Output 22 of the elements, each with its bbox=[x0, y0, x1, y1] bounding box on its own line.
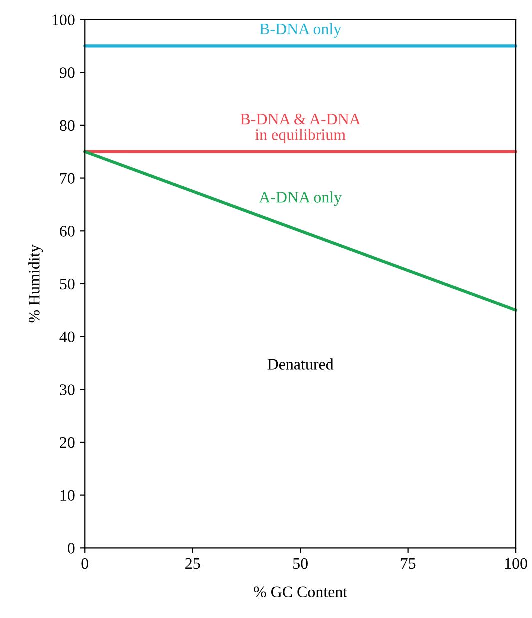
y-tick-label: 80 bbox=[60, 120, 75, 132]
x-tick-label: 50 bbox=[294, 558, 308, 570]
y-tick-label: 20 bbox=[60, 437, 75, 448]
y-axis-title: % Humidity bbox=[28, 244, 44, 323]
y-tick-label: 60 bbox=[60, 226, 75, 237]
y-tick-label: 100 bbox=[52, 14, 75, 26]
y-tick-label: 70 bbox=[60, 173, 75, 184]
y-tick-label: 40 bbox=[60, 332, 75, 343]
y-tick-label: 0 bbox=[68, 543, 75, 554]
x-axis-title: % GC Content bbox=[254, 586, 348, 598]
series-label: B-DNA & A-DNA in equilibrium bbox=[240, 114, 361, 144]
y-tick-label: 30 bbox=[60, 384, 75, 396]
x-tick-label: 75 bbox=[401, 558, 416, 570]
y-tick-label: 50 bbox=[60, 278, 75, 290]
annotation: Denatured bbox=[268, 358, 334, 370]
x-tick-label: 0 bbox=[82, 558, 89, 570]
series-label: B-DNA only bbox=[260, 23, 342, 38]
series-label: A-DNA only bbox=[259, 192, 342, 206]
y-tick-label: 10 bbox=[60, 490, 75, 502]
y-tick-label: 90 bbox=[60, 68, 75, 78]
x-tick-label: 25 bbox=[186, 558, 200, 570]
x-tick-label: 100 bbox=[505, 558, 528, 570]
